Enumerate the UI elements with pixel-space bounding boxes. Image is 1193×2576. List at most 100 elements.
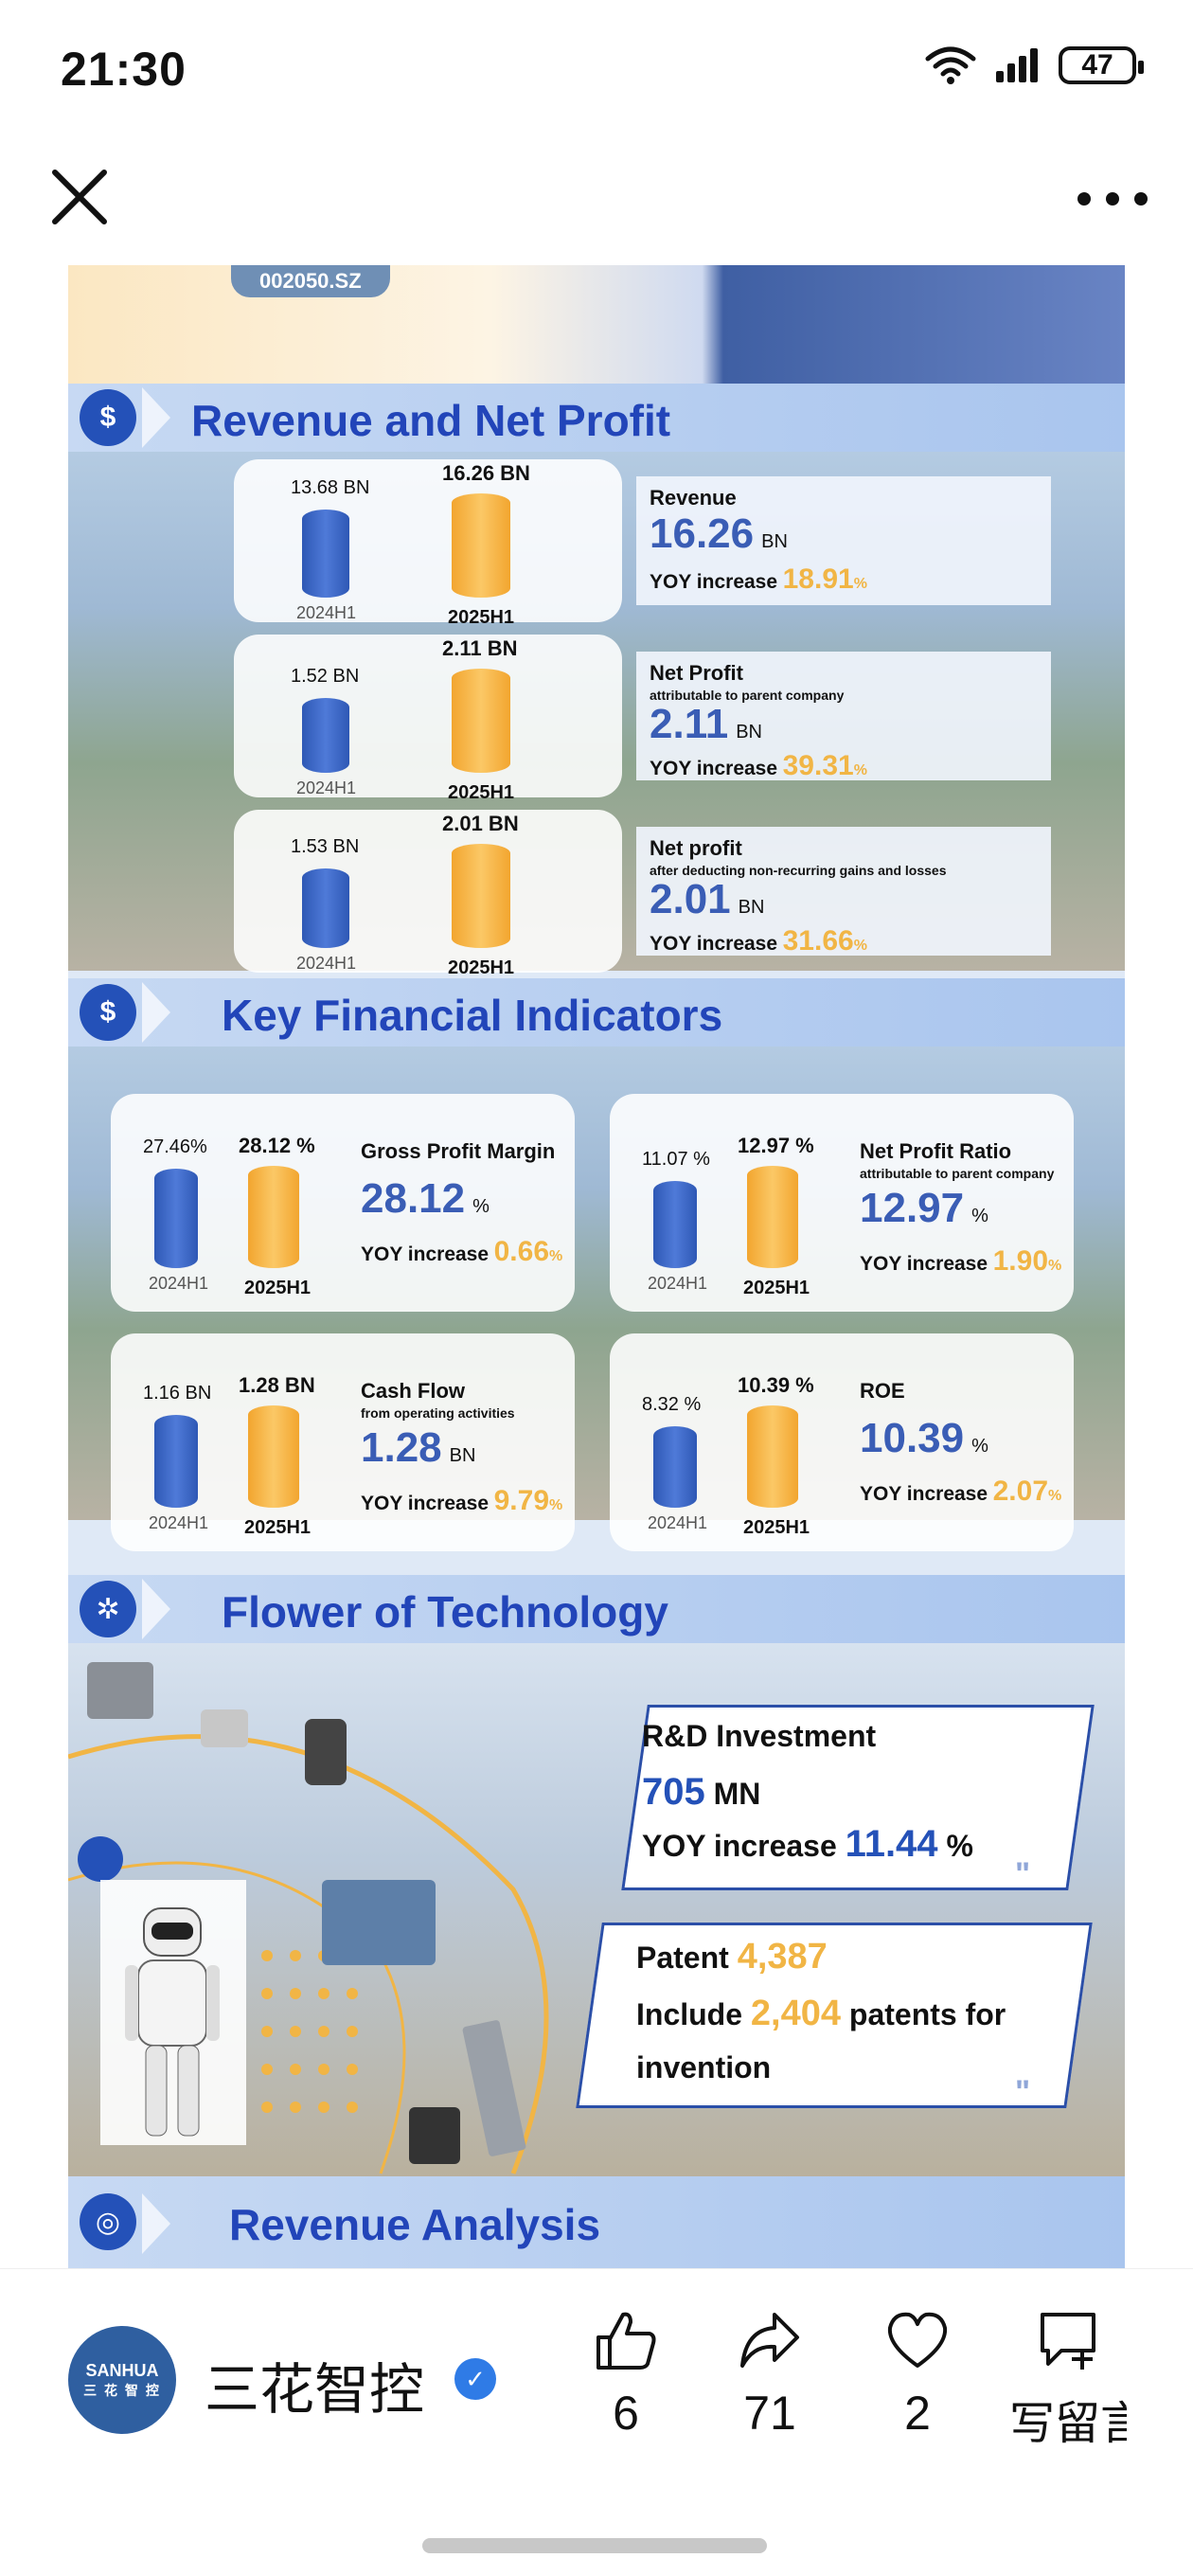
status-time: 21:30 [61, 43, 187, 96]
current-period-label: 2025H1 [448, 782, 515, 803]
yoy-value: 31.66 [782, 925, 854, 957]
current-value-label: 28.12 % [239, 1134, 315, 1157]
section-header-indicators: $ Key Financial Indicators [68, 978, 1125, 1046]
current-period-label: 2025H1 [743, 1278, 810, 1298]
bar-prev-period [302, 868, 349, 948]
product-orbit-illustration [68, 1662, 549, 2174]
comparison-chart-card: 1.16 BN 1.28 BN 2024H1 2025H1 [111, 1333, 575, 1551]
metric-value: 2.01 [650, 876, 731, 922]
metric-value-row: 1.28 BN [361, 1424, 475, 1472]
favorite-button[interactable]: 2 [865, 2307, 970, 2441]
metric-info: Cash Flow from operating activities 1.28 BN… [347, 1362, 565, 1532]
rd-yoy-label: YOY increase [642, 1829, 837, 1863]
metric-subtitle: attributable to parent company [650, 688, 845, 703]
section-header-technology: ✲ Flower of Technology [68, 1575, 1125, 1643]
close-icon [52, 170, 107, 224]
metric-value: 12.97 [860, 1185, 965, 1231]
patent-count: 4,387 [737, 1937, 828, 1977]
yoy-label: YOY increase [860, 1483, 988, 1505]
money-bag-icon: $ [80, 984, 136, 1041]
prev-period-label: 2024H1 [149, 1513, 209, 1532]
quote-mark-icon: " [1015, 1856, 1031, 1892]
bar-prev-period [302, 510, 349, 598]
metric-info: ROE 10.39% YOY increase 2.07% [846, 1362, 1064, 1532]
more-button[interactable] [1070, 170, 1155, 227]
rd-amount-unit: MN [713, 1777, 761, 1811]
metric-info: Net Profit attributable to parent company… [636, 652, 1051, 781]
metric-title: Gross Profit Margin [361, 1139, 556, 1163]
yoy-row: YOY increase 18.91% [650, 564, 867, 596]
bar-prev-period [653, 1426, 697, 1508]
metric-value: 28.12 [361, 1175, 466, 1222]
patent-include-label: Include [636, 1997, 743, 2031]
current-period-label: 2025H1 [244, 1278, 312, 1298]
bar-current-period [747, 1405, 798, 1508]
metric-unit: % [472, 1196, 490, 1217]
account-name[interactable]: 三花智控 [205, 2357, 425, 2422]
yoy-unit: % [1048, 1258, 1062, 1274]
metric-value-row: 10.39% [860, 1415, 988, 1462]
current-value-label: 2.11 BN [442, 636, 518, 660]
section-header-revenue: $ Revenue and Net Profit [68, 384, 1125, 452]
metric-info: Gross Profit Margin 28.12% YOY increase 0.… [347, 1122, 565, 1293]
bar-current-period [452, 493, 510, 598]
section-title: Key Financial Indicators [222, 991, 723, 1040]
metric-info: Net profit after deducting non-recurring … [636, 827, 1051, 957]
yoy-label: YOY increase [860, 1253, 988, 1275]
prev-period-label: 2024H1 [296, 603, 357, 622]
metric-unit: % [971, 1436, 988, 1457]
share-button[interactable]: 71 [718, 2307, 822, 2441]
comparison-chart-card: 8.32 % 10.39 % 2024H1 2025H1 [610, 1333, 1074, 1551]
chevron-icon [142, 2193, 170, 2254]
signal-icon [996, 48, 1038, 82]
metric-unit: BN [761, 531, 788, 552]
bar-current-period [248, 1405, 299, 1508]
prev-value-label: 13.68 BN [291, 477, 370, 498]
home-indicator[interactable] [422, 2538, 767, 2553]
yoy-value: 39.31 [782, 750, 854, 781]
yoy-unit: % [549, 1497, 563, 1513]
yoy-value: 0.66 [493, 1236, 549, 1267]
bar-current-period [747, 1166, 798, 1268]
bar-prev-period [154, 1169, 198, 1268]
yoy-row: YOY increase 2.07% [860, 1476, 1061, 1508]
yoy-label: YOY increase [361, 1243, 490, 1265]
comparison-chart-card: 11.07 % 12.97 % 2024H1 2025H1 [610, 1094, 1074, 1312]
metric-title: Cash Flow [361, 1379, 466, 1403]
metric-value: 10.39 [860, 1415, 965, 1461]
yoy-value: 2.07 [992, 1476, 1048, 1507]
account-avatar[interactable]: SANHUA 三 花 智 控 [68, 2326, 176, 2434]
comparison-chart-card: 27.46% 28.12 % 2024H1 2025H1 [111, 1094, 575, 1312]
yoy-label: YOY increase [650, 758, 778, 779]
metric-value: 1.28 [361, 1424, 442, 1471]
prev-value-label: 1.16 BN [143, 1383, 212, 1404]
battery-level: 47 [1081, 49, 1113, 80]
metric-info: Revenue 16.26 BN YOY increase 18.91% [636, 476, 1051, 605]
favorite-count: 2 [904, 2387, 931, 2440]
yoy-unit: % [853, 576, 867, 592]
section-header-analysis: ◎ Revenue Analysis [68, 2176, 1125, 2268]
comparison-chart-card: 13.68 BN 16.26 BN 2024H1 2025H1 [234, 459, 622, 628]
comparison-chart-card: 1.53 BN 2.01 BN 2024H1 2025H1 [234, 810, 622, 978]
current-value-label: 2.01 BN [442, 812, 519, 835]
metric-title: Net Profit Ratio [860, 1139, 1012, 1163]
thumbs-up-icon [596, 2312, 656, 2370]
section-title: Revenue and Net Profit [191, 396, 671, 445]
heart-icon [887, 2312, 948, 2368]
yoy-label: YOY increase [650, 933, 778, 955]
patent-label: Patent [636, 1941, 729, 1975]
prev-value-label: 8.32 % [642, 1394, 702, 1415]
metric-subtitle: after deducting non-recurring gains and … [650, 863, 947, 878]
current-period-label: 2025H1 [448, 607, 515, 628]
prev-value-label: 11.07 % [642, 1149, 710, 1170]
close-button[interactable] [44, 161, 116, 233]
rd-yoy-value: 11.44 [845, 1823, 938, 1865]
comment-button[interactable]: 写留言 [1009, 2307, 1127, 2452]
current-value-label: 1.28 BN [239, 1373, 315, 1397]
yoy-row: YOY increase 1.90% [860, 1245, 1061, 1278]
rd-amount: 705 [642, 1771, 705, 1813]
share-icon [740, 2313, 799, 2368]
metric-value-row: 2.11 BN [650, 701, 762, 748]
yoy-row: YOY increase 9.79% [361, 1485, 562, 1517]
like-button[interactable]: 6 [574, 2307, 678, 2441]
